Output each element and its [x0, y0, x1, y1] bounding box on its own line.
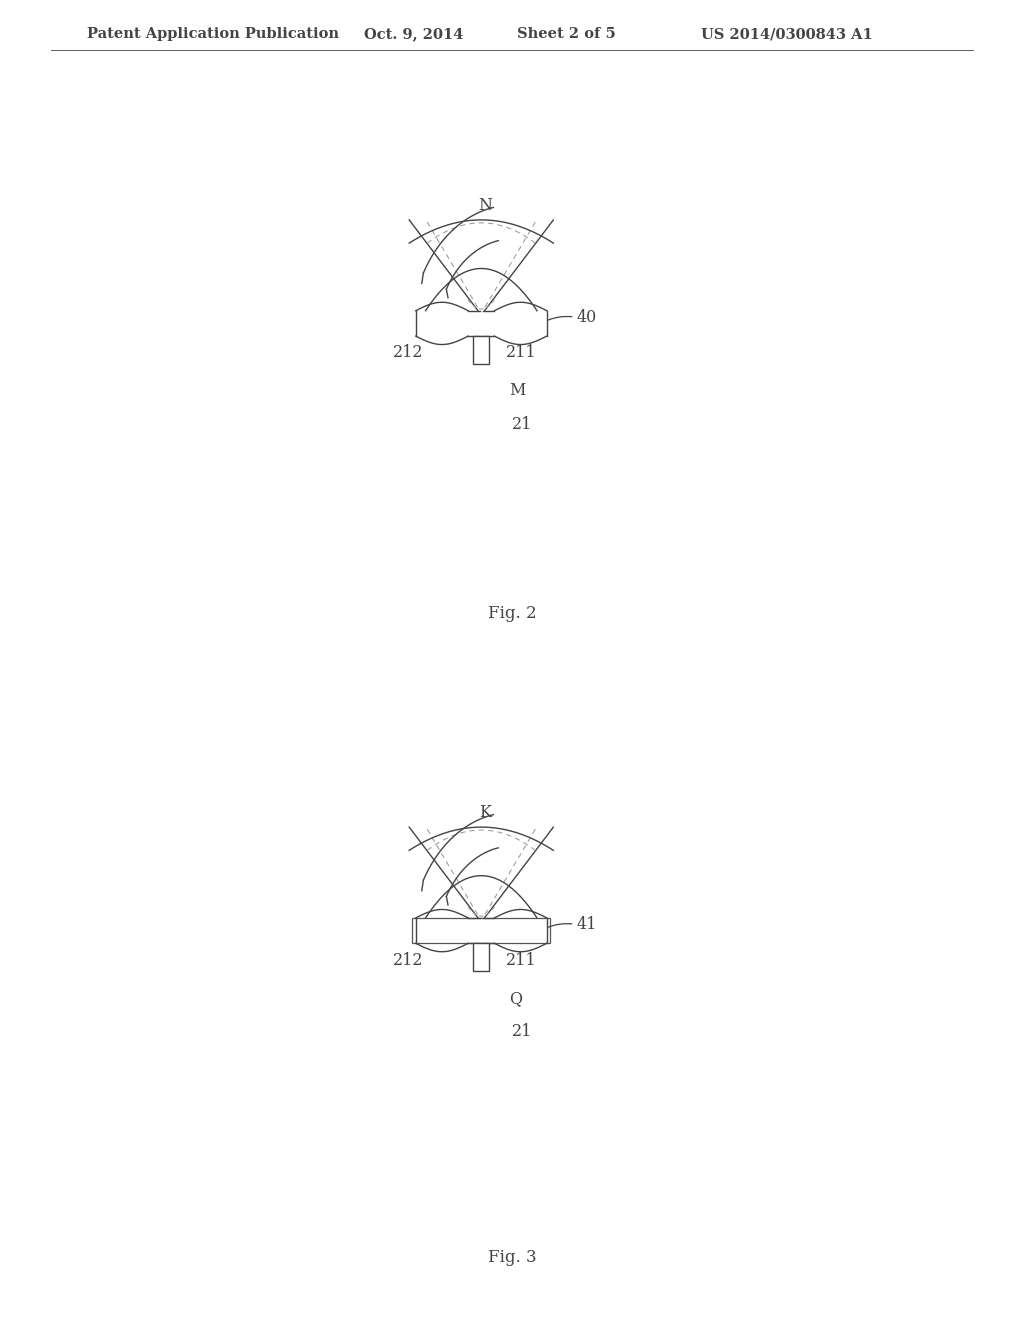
- Text: 211: 211: [506, 345, 537, 362]
- Text: N: N: [478, 197, 493, 214]
- Text: Fig. 3: Fig. 3: [487, 1250, 537, 1266]
- Text: Sheet 2 of 5: Sheet 2 of 5: [517, 28, 615, 41]
- Text: Fig. 2: Fig. 2: [487, 606, 537, 622]
- Text: K: K: [479, 804, 492, 821]
- Text: US 2014/0300843 A1: US 2014/0300843 A1: [701, 28, 873, 41]
- Bar: [413, 917, 550, 944]
- Bar: [473, 337, 489, 363]
- Text: Patent Application Publication: Patent Application Publication: [87, 28, 339, 41]
- Text: 212: 212: [393, 952, 424, 969]
- Text: M: M: [509, 383, 525, 400]
- Text: 41: 41: [577, 916, 597, 933]
- Text: 21: 21: [512, 416, 532, 433]
- Bar: [473, 944, 489, 970]
- Text: 40: 40: [577, 309, 597, 326]
- Text: Oct. 9, 2014: Oct. 9, 2014: [364, 28, 463, 41]
- Text: 21: 21: [512, 1023, 532, 1040]
- Text: 212: 212: [393, 345, 424, 362]
- Text: 211: 211: [506, 952, 537, 969]
- Text: Q: Q: [509, 990, 522, 1007]
